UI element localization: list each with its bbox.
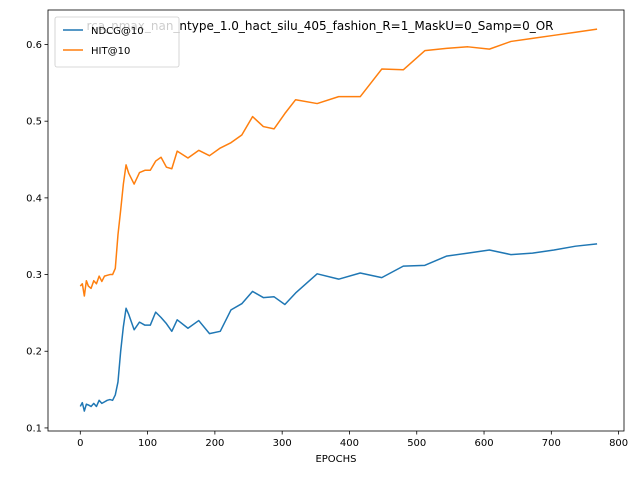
- legend-frame: [54, 16, 180, 68]
- series-line-1: [79, 28, 598, 297]
- legend-label-0: NDCG@10: [91, 26, 144, 37]
- y-tick-label: 0.4: [26, 193, 42, 204]
- x-tick-label: 600: [474, 438, 493, 449]
- x-tick-label: 800: [609, 438, 628, 449]
- x-tick-label: 200: [205, 438, 224, 449]
- x-tick-label: 700: [542, 438, 561, 449]
- y-tick-label: 0.1: [26, 423, 42, 434]
- series-line-0: [79, 243, 598, 412]
- legend: NDCG@10 HIT@10: [54, 16, 180, 68]
- x-axis-label: EPOCHS: [315, 454, 356, 465]
- chart-title: rca_nmax_nan_ntype_1.0_hact_silu_405_fas…: [87, 19, 554, 33]
- y-tick-label: 0.3: [26, 270, 42, 281]
- y-tick-label: 0.5: [26, 117, 42, 128]
- x-tick-label: 400: [340, 438, 359, 449]
- x-tick-label: 500: [407, 438, 426, 449]
- plot-area-frame: [47, 9, 625, 432]
- y-axis-ticks: 0.1 0.2 0.3 0.4 0.5 0.6: [26, 40, 48, 434]
- x-tick-label: 100: [138, 438, 157, 449]
- plot-lines: [79, 28, 598, 412]
- y-tick-label: 0.6: [26, 40, 42, 51]
- y-tick-label: 0.2: [26, 347, 42, 358]
- x-tick-label: 0: [77, 438, 83, 449]
- legend-label-1: HIT@10: [91, 46, 130, 57]
- x-axis-ticks: 0 100 200 300 400 500 600 700 800: [77, 431, 628, 449]
- x-tick-label: 300: [273, 438, 292, 449]
